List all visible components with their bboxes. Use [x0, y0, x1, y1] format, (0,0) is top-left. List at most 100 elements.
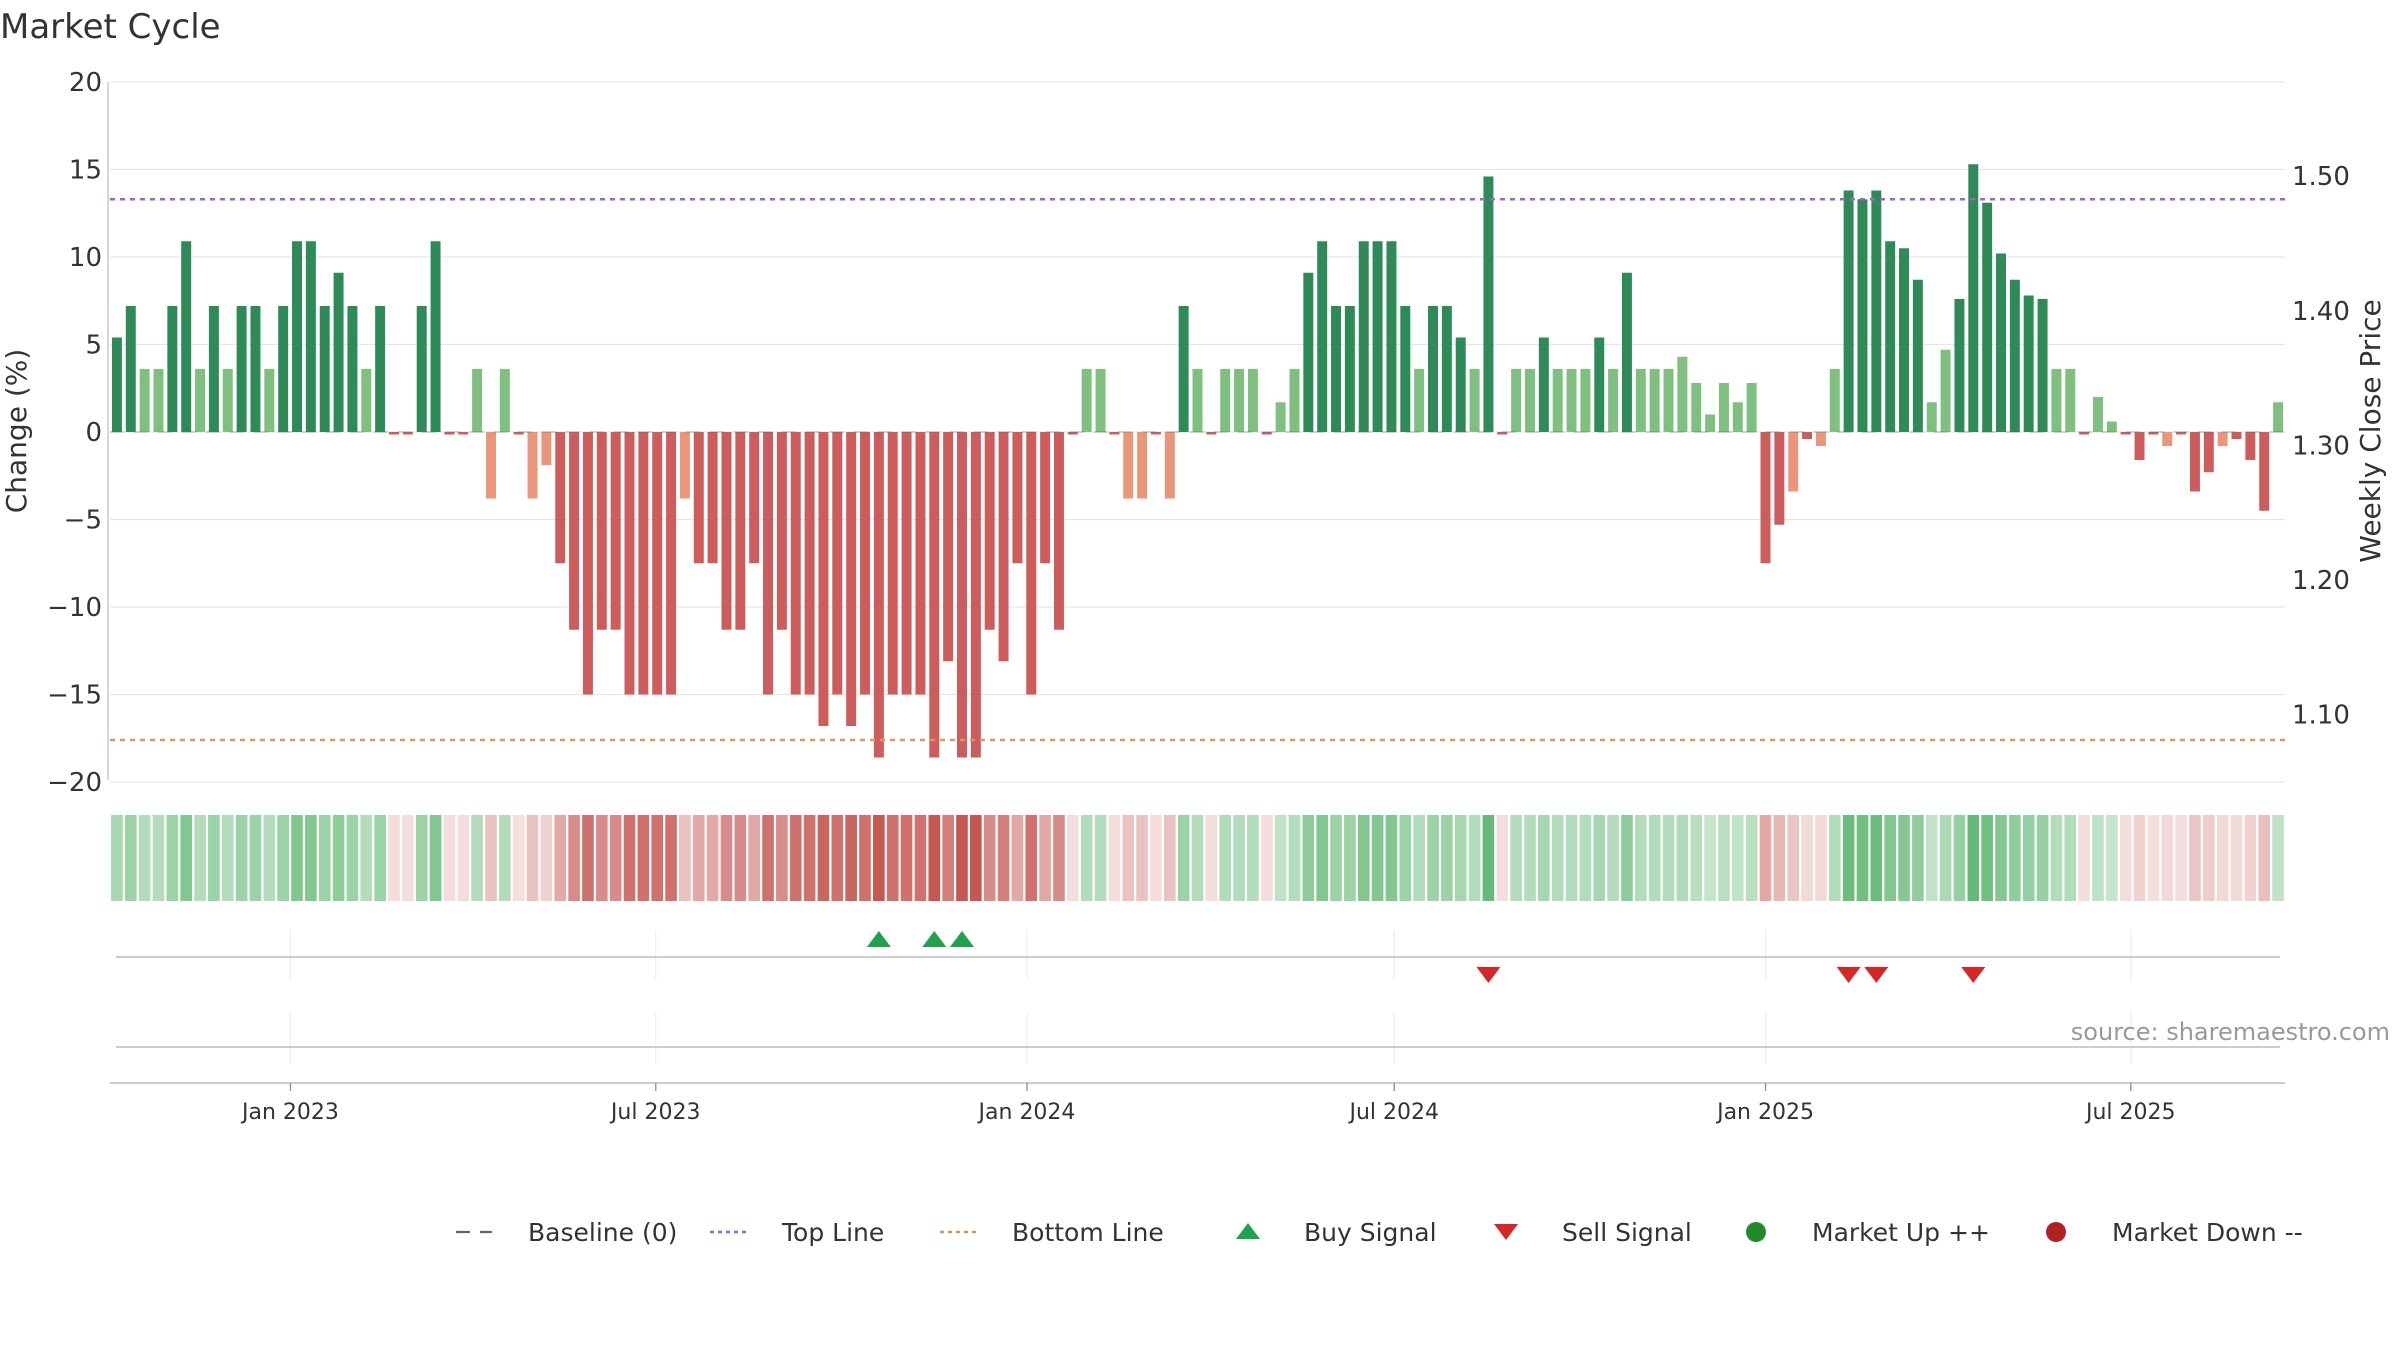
bar — [1497, 432, 1508, 435]
heat-cell — [2036, 815, 2049, 901]
heat-cell — [1468, 815, 1481, 901]
heat-cell — [1995, 815, 2007, 901]
heat-cell — [1357, 815, 1370, 901]
heat-cell — [499, 815, 511, 901]
legend-item-up: Market Up ++ — [1746, 1218, 1990, 1247]
y2-axis-label: Weekly Close Price — [2354, 299, 2387, 562]
bar — [1150, 432, 1161, 435]
bar — [2259, 432, 2270, 511]
bar — [2079, 432, 2090, 435]
bar — [679, 432, 690, 499]
legend-label: Top Line — [781, 1218, 884, 1247]
x-tick-label: Jan 2024 — [977, 1100, 1076, 1125]
bar — [915, 432, 926, 695]
heat-cell — [2022, 815, 2035, 901]
heat-cell — [651, 815, 664, 901]
bar — [2245, 432, 2256, 460]
bar — [1012, 432, 1023, 564]
heat-cell — [1801, 815, 1813, 901]
bar — [1441, 306, 1452, 432]
bar — [319, 306, 330, 432]
bar — [541, 432, 552, 466]
bar — [1843, 190, 1854, 432]
bar — [873, 432, 884, 758]
bar — [1109, 432, 1120, 435]
y-axis-label: Change (%) — [0, 349, 33, 514]
heat-cell — [1787, 815, 1800, 901]
heat-cell — [1399, 815, 1412, 901]
heat-cell — [748, 815, 761, 901]
bar — [1455, 337, 1466, 432]
heat-cell — [873, 815, 885, 901]
bar — [2037, 299, 2048, 432]
heat-cell — [900, 815, 913, 901]
heat-cell — [443, 815, 456, 901]
heat-cell — [235, 815, 248, 901]
bar — [1053, 432, 1064, 630]
bar — [389, 432, 399, 435]
heat-cell — [665, 815, 677, 901]
heat-cell — [1288, 815, 1301, 901]
heat-cell — [582, 815, 594, 901]
heat-cell — [360, 815, 373, 901]
heat-cell — [1718, 815, 1730, 901]
heat-cell — [166, 815, 179, 901]
heat-cell — [1233, 815, 1245, 901]
bar — [1331, 306, 1342, 432]
bar — [236, 306, 247, 432]
heat-cell — [2106, 815, 2118, 901]
bar — [513, 432, 524, 435]
heat-cell — [1565, 815, 1578, 901]
bar — [2065, 369, 2076, 432]
bar — [735, 432, 746, 630]
bar — [984, 432, 995, 630]
heat-cell — [1247, 815, 1259, 901]
sell-signal-marker — [1836, 967, 1861, 983]
heat-cell — [1330, 815, 1342, 901]
heat-cell — [2272, 815, 2284, 901]
heat-cell — [1163, 815, 1176, 901]
bar — [181, 241, 192, 432]
bar — [1164, 432, 1175, 499]
heat-cell — [208, 815, 220, 901]
bar — [832, 432, 843, 695]
buy-signal-marker — [949, 931, 974, 947]
heat-cell — [706, 815, 719, 901]
bar — [1677, 356, 1688, 432]
bar — [167, 306, 178, 432]
heat-cell — [2202, 815, 2215, 901]
x-axis: Jan 2023 Jul 2023 Jan 2024 Jul 2024 Jan 2025… — [110, 1082, 2285, 1125]
heat-cell — [1136, 815, 1148, 901]
heat-cell — [886, 815, 899, 901]
heat-cell — [970, 815, 982, 901]
legend-label: Buy Signal — [1304, 1218, 1437, 1247]
bar — [1718, 383, 1729, 432]
bar — [582, 432, 593, 695]
bar — [943, 432, 954, 662]
heat-cell — [1745, 815, 1758, 901]
heat-cell — [1815, 815, 1827, 901]
heat-cell — [1621, 815, 1633, 901]
bar — [1040, 432, 1051, 564]
bar — [846, 432, 857, 726]
legend-label: Market Down -- — [2112, 1218, 2303, 1247]
bar — [1566, 369, 1577, 432]
source-label: source: sharemaestro.com — [2071, 1018, 2390, 1046]
heat-cell — [1482, 815, 1495, 901]
heat-cell — [1551, 815, 1564, 901]
bar — [1234, 369, 1245, 432]
bar — [1192, 369, 1203, 432]
legend-label: Baseline (0) — [528, 1218, 677, 1247]
bar — [416, 306, 427, 432]
bar — [375, 306, 386, 432]
bar — [278, 306, 289, 432]
bar — [1871, 190, 1882, 432]
heat-cell — [1538, 815, 1550, 901]
bar — [2148, 432, 2159, 435]
heat-cell — [1177, 815, 1190, 901]
bar — [1580, 369, 1591, 432]
heat-cell — [305, 815, 317, 901]
bar — [1178, 306, 1189, 432]
bar — [2231, 432, 2242, 439]
bar — [1594, 337, 1605, 432]
